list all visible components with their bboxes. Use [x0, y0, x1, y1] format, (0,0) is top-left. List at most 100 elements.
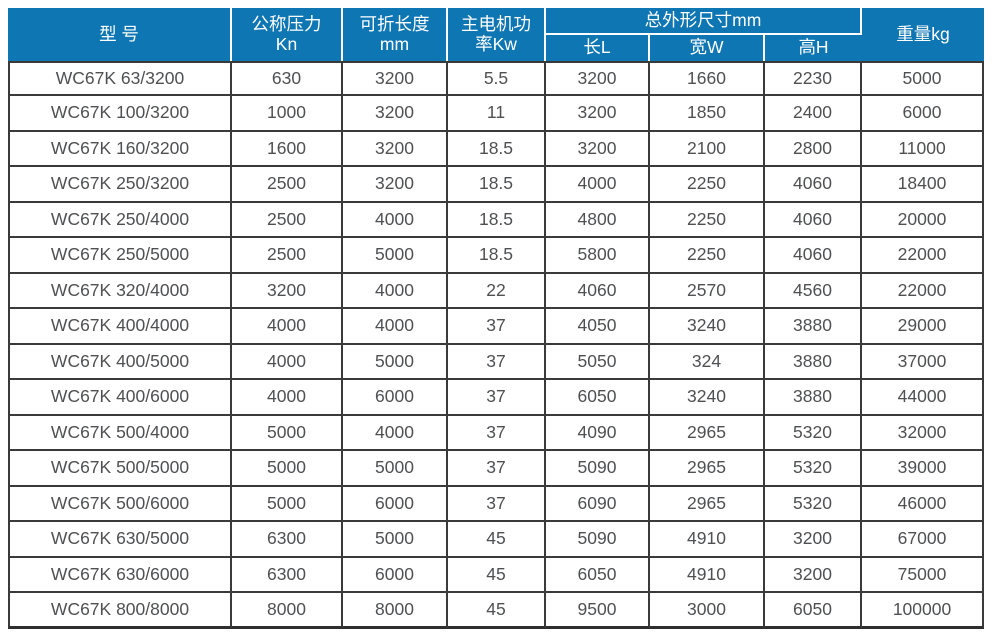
- cell-weight: 100000: [862, 593, 985, 629]
- table-row: WC67K 250/3200 2500 3200 18.5 4000 2250 4060 18…: [8, 167, 985, 203]
- cell-motor-power: 11: [448, 96, 546, 132]
- header-model-label: 型 号: [99, 24, 139, 44]
- cell-weight: 44000: [862, 380, 985, 416]
- header-dimensions-group: 总外形尺寸mm: [546, 8, 863, 35]
- cell-weight: 39000: [862, 451, 985, 487]
- cell-motor-power: 45: [448, 522, 546, 558]
- cell-model: WC67K 500/6000: [8, 486, 232, 523]
- table-row: WC67K 250/5000 2500 5000 18.5 5800 2250 4060 22…: [8, 238, 985, 274]
- table-body: WC67K 63/3200 630 3200 5.5 3200 1660 2230 5000 W…: [8, 60, 985, 629]
- cell-height: 2400: [765, 96, 863, 132]
- cell-fold-length: 3200: [343, 96, 448, 132]
- header-fold-length: 可折长度 mm: [343, 8, 448, 61]
- cell-width: 2965: [650, 451, 765, 487]
- cell-model: WC67K 630/6000: [8, 557, 232, 594]
- cell-height: 3200: [765, 522, 863, 558]
- cell-length: 4000: [546, 167, 650, 203]
- cell-motor-power: 18.5: [448, 131, 546, 168]
- table-row: WC67K 500/4000 5000 4000 37 4090 2965 5320 3200…: [8, 415, 985, 452]
- cell-fold-length: 5000: [343, 451, 448, 487]
- cell-motor-power: 37: [448, 451, 546, 487]
- cell-height: 3200: [765, 557, 863, 594]
- cell-model: WC67K 400/6000: [8, 380, 232, 416]
- cell-weight: 5000: [862, 60, 985, 97]
- cell-height: 2230: [765, 60, 863, 97]
- header-dim-height: 高H: [765, 34, 863, 61]
- cell-model: WC67K 250/5000: [8, 238, 232, 274]
- cell-height: 5320: [765, 486, 863, 523]
- header-dim-length: 长L: [546, 34, 650, 61]
- cell-width: 3240: [650, 309, 765, 345]
- cell-fold-length: 3200: [343, 131, 448, 168]
- table-row: WC67K 250/4000 2500 4000 18.5 4800 2250 4060 20…: [8, 202, 985, 239]
- cell-fold-length: 6000: [343, 557, 448, 594]
- cell-model: WC67K 100/3200: [8, 96, 232, 132]
- cell-width: 2250: [650, 202, 765, 239]
- cell-height: 4560: [765, 273, 863, 310]
- cell-length: 9500: [546, 593, 650, 629]
- cell-pressure: 2500: [232, 202, 343, 239]
- cell-pressure: 5000: [232, 486, 343, 523]
- cell-height: 4060: [765, 167, 863, 203]
- cell-pressure: 2500: [232, 238, 343, 274]
- header-motor-power-line1: 主电机功: [461, 13, 531, 34]
- cell-pressure: 6300: [232, 557, 343, 594]
- cell-pressure: 5000: [232, 451, 343, 487]
- cell-width: 3000: [650, 593, 765, 629]
- header-fold-length-line1: 可折长度: [359, 13, 430, 34]
- cell-length: 5800: [546, 238, 650, 274]
- cell-weight: 37000: [862, 344, 985, 381]
- cell-model: WC67K 500/4000: [8, 415, 232, 452]
- cell-weight: 11000: [862, 131, 985, 168]
- cell-model: WC67K 250/4000: [8, 202, 232, 239]
- cell-fold-length: 4000: [343, 309, 448, 345]
- table-header: 型 号 公称压力 Kn 可折长度 mm 主电机功 率Kw 总外形尺寸mm 重量k…: [8, 8, 985, 61]
- table-row: WC67K 800/8000 8000 8000 45 9500 3000 6050 1000…: [8, 593, 985, 629]
- header-pressure-line2: Kn: [275, 34, 298, 55]
- table-row: WC67K 630/5000 6300 5000 45 5090 4910 3200 6700…: [8, 522, 985, 558]
- cell-fold-length: 4000: [343, 273, 448, 310]
- cell-weight: 67000: [862, 522, 985, 558]
- table-row: WC67K 320/4000 3200 4000 22 4060 2570 4560 2200…: [8, 273, 985, 310]
- table-row: WC67K 400/4000 4000 4000 37 4050 3240 3880 2900…: [8, 309, 985, 345]
- cell-pressure: 630: [232, 60, 343, 97]
- cell-height: 4060: [765, 202, 863, 239]
- cell-length: 4060: [546, 273, 650, 310]
- cell-motor-power: 37: [448, 344, 546, 381]
- cell-length: 4050: [546, 309, 650, 345]
- spec-table: 型 号 公称压力 Kn 可折长度 mm 主电机功 率Kw 总外形尺寸mm 重量k…: [8, 8, 985, 629]
- header-pressure-line1: 公称压力: [251, 13, 322, 34]
- cell-fold-length: 5000: [343, 344, 448, 381]
- cell-motor-power: 45: [448, 557, 546, 594]
- table-row: WC67K 100/3200 1000 3200 11 3200 1850 2400 6000: [8, 96, 985, 132]
- cell-weight: 22000: [862, 273, 985, 310]
- cell-fold-length: 6000: [343, 486, 448, 523]
- cell-width: 2570: [650, 273, 765, 310]
- cell-width: 1660: [650, 60, 765, 97]
- cell-length: 6090: [546, 486, 650, 523]
- cell-motor-power: 18.5: [448, 202, 546, 239]
- cell-fold-length: 4000: [343, 202, 448, 239]
- header-dim-width: 宽W: [650, 34, 765, 61]
- table-row: WC67K 63/3200 630 3200 5.5 3200 1660 2230 5000: [8, 60, 985, 97]
- cell-pressure: 1000: [232, 96, 343, 132]
- cell-fold-length: 4000: [343, 415, 448, 452]
- table-row: WC67K 630/6000 6300 6000 45 6050 4910 3200 7500…: [8, 557, 985, 594]
- cell-width: 2965: [650, 415, 765, 452]
- header-weight: 重量kg: [862, 8, 985, 61]
- cell-width: 324: [650, 344, 765, 381]
- cell-weight: 29000: [862, 309, 985, 345]
- cell-model: WC67K 400/5000: [8, 344, 232, 381]
- cell-width: 2965: [650, 486, 765, 523]
- cell-width: 1850: [650, 96, 765, 132]
- cell-pressure: 5000: [232, 415, 343, 452]
- cell-width: 2100: [650, 131, 765, 168]
- cell-model: WC67K 500/5000: [8, 451, 232, 487]
- cell-fold-length: 5000: [343, 238, 448, 274]
- cell-model: WC67K 63/3200: [8, 60, 232, 97]
- cell-length: 6050: [546, 557, 650, 594]
- header-model: 型 号: [8, 8, 232, 61]
- cell-width: 4910: [650, 557, 765, 594]
- cell-height: 3880: [765, 309, 863, 345]
